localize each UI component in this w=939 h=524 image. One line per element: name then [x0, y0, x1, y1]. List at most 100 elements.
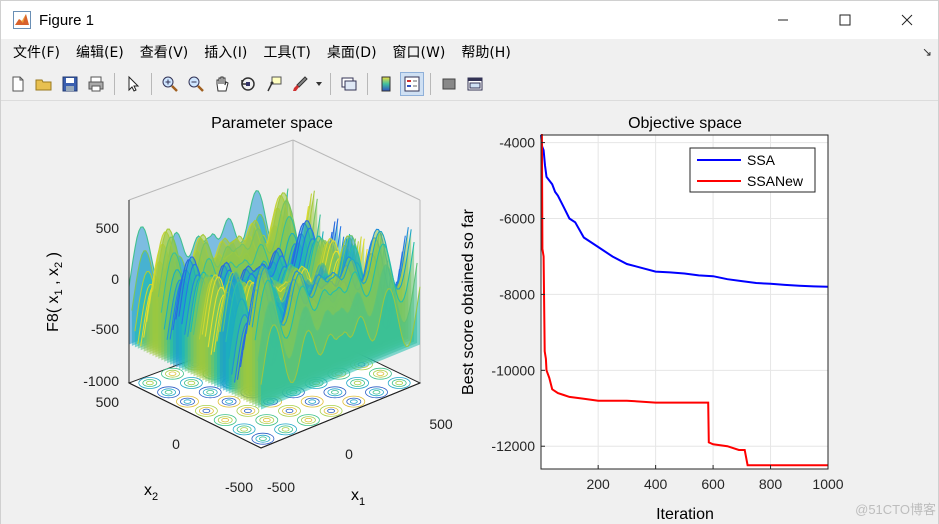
menu-view[interactable]: 查看(V) [139, 45, 189, 61]
contour-ring [221, 417, 230, 423]
menu-tools[interactable]: 工具(T) [263, 45, 311, 61]
box-edge [128, 139, 294, 201]
x1-axis-label: x1 [351, 487, 365, 508]
z-tick-label: -1000 [83, 373, 119, 389]
menu-insert[interactable]: 插入(I) [204, 45, 248, 61]
contour-ring [349, 399, 358, 404]
open-file-button[interactable] [32, 72, 56, 96]
z-tick-label: 500 [96, 220, 120, 236]
chevron-down-icon [316, 81, 322, 86]
save-button[interactable] [58, 72, 82, 96]
contour-ring [258, 436, 267, 441]
contour-ring [342, 395, 366, 408]
legend[interactable]: SSA SSANew [689, 147, 816, 193]
menu-help[interactable]: 帮助(H) [461, 45, 511, 61]
contour-ring [217, 395, 241, 408]
contour-ring [395, 380, 404, 386]
legend-ssa-label: SSA [747, 152, 776, 168]
contour-ring [183, 379, 199, 387]
contour-ring [255, 434, 271, 443]
data-cursor-button[interactable] [262, 72, 286, 96]
colorbar-icon [381, 76, 391, 91]
link-plot-button[interactable] [337, 72, 361, 96]
line-title: Objective space [628, 115, 742, 132]
surface-title: Parameter space [211, 115, 333, 132]
title-bar: Figure 1 [1, 1, 938, 39]
contour-ring [282, 406, 297, 415]
z-tick-label: -500 [91, 321, 119, 337]
colorbar-button[interactable] [374, 72, 398, 96]
series-line-ssanew [540, 134, 828, 467]
surface-mesh-line [254, 242, 415, 341]
contour-ring [213, 414, 237, 427]
pan-icon [216, 76, 229, 91]
contour-ring [387, 377, 411, 389]
z-axis-label: F8( x1 , x2 ) [45, 252, 65, 332]
print-icon [88, 76, 104, 91]
contour-ring [278, 425, 294, 434]
x-axis-label: Iteration [656, 506, 714, 523]
contour-ring [168, 371, 177, 376]
toolbar-separator [430, 72, 431, 95]
brush-button[interactable] [288, 72, 312, 96]
menu-desktop[interactable]: 桌面(D) [326, 45, 377, 61]
hide-plot-tools-button[interactable] [437, 72, 461, 96]
menu-window[interactable]: 窗口(W) [392, 45, 446, 61]
zoom-in-button[interactable] [158, 72, 182, 96]
contour-ring [365, 386, 388, 399]
contour-ring [165, 369, 180, 378]
x1-tick-label: 0 [345, 446, 353, 462]
figure-svg: Parameter space [45, 115, 936, 523]
print-button[interactable] [84, 72, 108, 96]
y-tick-label: -8000 [499, 286, 535, 302]
y-tick-label: -4000 [499, 135, 535, 151]
legend-ssanew-label: SSANew [747, 173, 804, 189]
contour-ring [180, 397, 195, 406]
contour-ring [304, 397, 320, 406]
z-tick-label: 0 [111, 271, 119, 287]
contour-ring [206, 390, 215, 395]
data-cursor-icon [267, 76, 282, 91]
show-plot-tools-button[interactable] [463, 72, 487, 96]
close-button[interactable] [876, 1, 938, 39]
contour-ring [259, 416, 275, 425]
brush-dropdown[interactable] [314, 72, 324, 96]
contour-ring [251, 432, 275, 445]
x-tick-label: 200 [586, 476, 610, 492]
minimize-button[interactable] [752, 1, 814, 39]
pan-button[interactable] [210, 72, 234, 96]
minimize-icon [778, 19, 788, 21]
zoom-out-button[interactable] [184, 72, 208, 96]
contour-ring [300, 395, 324, 408]
watermark: @51CTO博客 [855, 502, 936, 517]
contour-ring [161, 388, 177, 397]
surface-mesh-line [260, 286, 421, 385]
menu-edit[interactable]: 编辑(E) [75, 45, 124, 61]
x2-axis: 500 0 -500 [96, 394, 254, 495]
contour-ring [240, 406, 256, 415]
rotate-3d-button[interactable] [236, 72, 260, 96]
contour-ring [281, 427, 290, 432]
maximize-button[interactable] [814, 1, 876, 39]
contour-ring [179, 377, 203, 389]
legend-button[interactable] [400, 71, 424, 96]
legend-icon [404, 76, 420, 91]
link-plot-icon [341, 77, 357, 90]
contour-ring [262, 417, 271, 423]
contour-ring [327, 408, 336, 414]
y-axis: -12000 -10000 -8000 -6000 -4000 [491, 135, 545, 454]
contour-ring [391, 379, 407, 387]
brush-icon [293, 75, 308, 91]
contour-ring [300, 416, 316, 425]
menu-file[interactable]: 文件(F) [13, 45, 60, 61]
contour-ring [217, 416, 233, 425]
contour-ring [164, 390, 173, 395]
dock-arrow-icon[interactable]: ↘ [921, 45, 932, 59]
new-figure-button[interactable] [6, 72, 30, 96]
contour-ring [145, 380, 154, 386]
surface-mesh [128, 188, 421, 449]
contour-ring [176, 395, 199, 408]
figure-canvas: Parameter space [1, 102, 938, 524]
pointer-button[interactable] [121, 72, 145, 96]
x1-axis: -500 0 500 [267, 416, 453, 495]
